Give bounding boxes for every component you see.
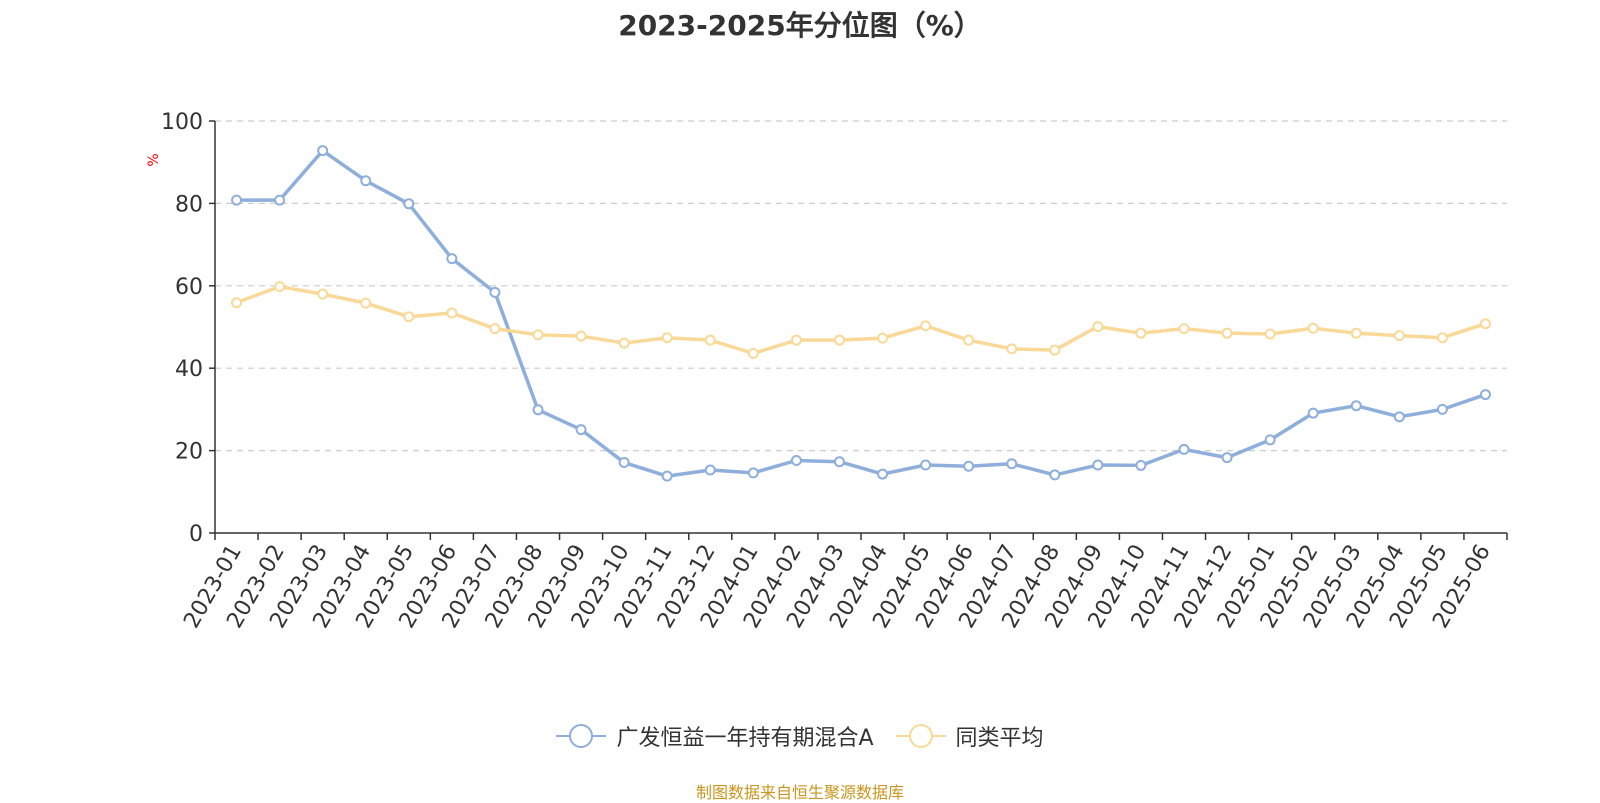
data-point-series-1[interactable] <box>877 468 889 480</box>
data-point-series-2[interactable] <box>1092 321 1104 333</box>
data-point-series-1[interactable] <box>618 457 630 469</box>
data-point-series-2[interactable] <box>360 297 372 309</box>
data-point-series-2[interactable] <box>446 307 458 319</box>
axes: 0204060801002023-012023-022023-032023-04… <box>161 110 1508 633</box>
data-point-series-1[interactable] <box>575 424 587 436</box>
data-point-series-2[interactable] <box>1221 327 1233 339</box>
series-line-1 <box>234 148 1488 478</box>
legend-item-series-1[interactable]: 广发恒益一年持有期混合A <box>556 720 874 752</box>
data-point-series-1[interactable] <box>446 253 458 265</box>
chart-title: 2023-2025年分位图（%） <box>618 9 982 42</box>
data-point-series-1[interactable] <box>1221 452 1233 464</box>
data-point-series-2[interactable] <box>1393 330 1405 342</box>
data-point-series-2[interactable] <box>274 281 286 293</box>
data-point-series-1[interactable] <box>274 194 286 206</box>
y-tick-label: 60 <box>175 275 203 300</box>
data-point-series-2[interactable] <box>317 288 329 300</box>
data-point-series-1[interactable] <box>1307 407 1319 419</box>
y-tick-label: 80 <box>175 192 203 217</box>
data-point-series-1[interactable] <box>1264 434 1276 446</box>
data-point-series-2[interactable] <box>833 334 845 346</box>
data-point-series-2[interactable] <box>1479 318 1491 330</box>
y-tick-label: 40 <box>175 357 203 382</box>
data-point-series-2[interactable] <box>1264 328 1276 340</box>
data-point-series-1[interactable] <box>317 145 329 157</box>
data-point-series-2[interactable] <box>1049 344 1061 356</box>
data-point-series-2[interactable] <box>618 337 630 349</box>
data-point-series-1[interactable] <box>489 286 501 298</box>
legend-symbol-series-1 <box>556 724 607 748</box>
grid-lines <box>215 120 1507 452</box>
data-point-series-1[interactable] <box>1049 469 1061 481</box>
data-point-series-1[interactable] <box>1006 458 1018 470</box>
data-point-series-1[interactable] <box>1479 389 1491 401</box>
data-point-series-1[interactable] <box>790 454 802 466</box>
data-point-series-2[interactable] <box>877 332 889 344</box>
data-point-series-1[interactable] <box>231 194 243 206</box>
data-point-series-2[interactable] <box>963 334 975 346</box>
data-point-series-2[interactable] <box>1006 343 1018 355</box>
data-point-series-1[interactable] <box>747 467 759 479</box>
data-point-series-1[interactable] <box>1178 443 1190 455</box>
data-point-series-2[interactable] <box>575 330 587 342</box>
data-point-series-2[interactable] <box>747 347 759 359</box>
data-point-series-2[interactable] <box>532 329 544 341</box>
data-point-series-2[interactable] <box>1436 332 1448 344</box>
y-axis-unit-label: % <box>146 153 162 166</box>
data-point-series-2[interactable] <box>403 311 415 323</box>
y-tick-label: 0 <box>189 522 203 547</box>
data-point-series-2[interactable] <box>704 334 716 346</box>
data-point-series-1[interactable] <box>360 175 372 187</box>
data-point-series-1[interactable] <box>704 464 716 476</box>
y-tick-label: 100 <box>161 110 203 135</box>
series-line-2 <box>234 284 1488 356</box>
data-point-series-1[interactable] <box>532 404 544 416</box>
legend-item-series-2[interactable]: 同类平均 <box>895 720 1044 752</box>
legend-symbol-series-2 <box>895 724 946 748</box>
data-point-series-2[interactable] <box>1307 322 1319 334</box>
series-lines <box>231 145 1491 482</box>
data-point-series-2[interactable] <box>1178 323 1190 335</box>
y-tick-label: 20 <box>175 440 203 465</box>
data-point-series-2[interactable] <box>1350 327 1362 339</box>
legend: 广发恒益一年持有期混合A 同类平均 <box>0 720 1600 752</box>
data-point-series-1[interactable] <box>1393 411 1405 423</box>
data-point-series-1[interactable] <box>1092 459 1104 471</box>
data-point-series-1[interactable] <box>920 459 932 471</box>
data-point-series-2[interactable] <box>661 332 673 344</box>
data-point-series-1[interactable] <box>661 470 673 482</box>
data-point-series-2[interactable] <box>920 320 932 332</box>
legend-label-series-2: 同类平均 <box>955 726 1044 751</box>
data-point-series-1[interactable] <box>1350 400 1362 412</box>
data-point-series-1[interactable] <box>833 456 845 468</box>
legend-label-series-1: 广发恒益一年持有期混合A <box>616 726 874 751</box>
data-point-series-1[interactable] <box>963 460 975 472</box>
data-point-series-2[interactable] <box>1135 327 1147 339</box>
data-point-series-1[interactable] <box>1135 459 1147 471</box>
data-point-series-2[interactable] <box>489 323 501 335</box>
source-note: 制图数据来自恒生聚源数据库 <box>695 783 904 802</box>
data-point-series-1[interactable] <box>1436 403 1448 415</box>
data-point-series-2[interactable] <box>790 334 802 346</box>
data-point-series-2[interactable] <box>231 297 243 309</box>
data-point-series-1[interactable] <box>403 198 415 210</box>
